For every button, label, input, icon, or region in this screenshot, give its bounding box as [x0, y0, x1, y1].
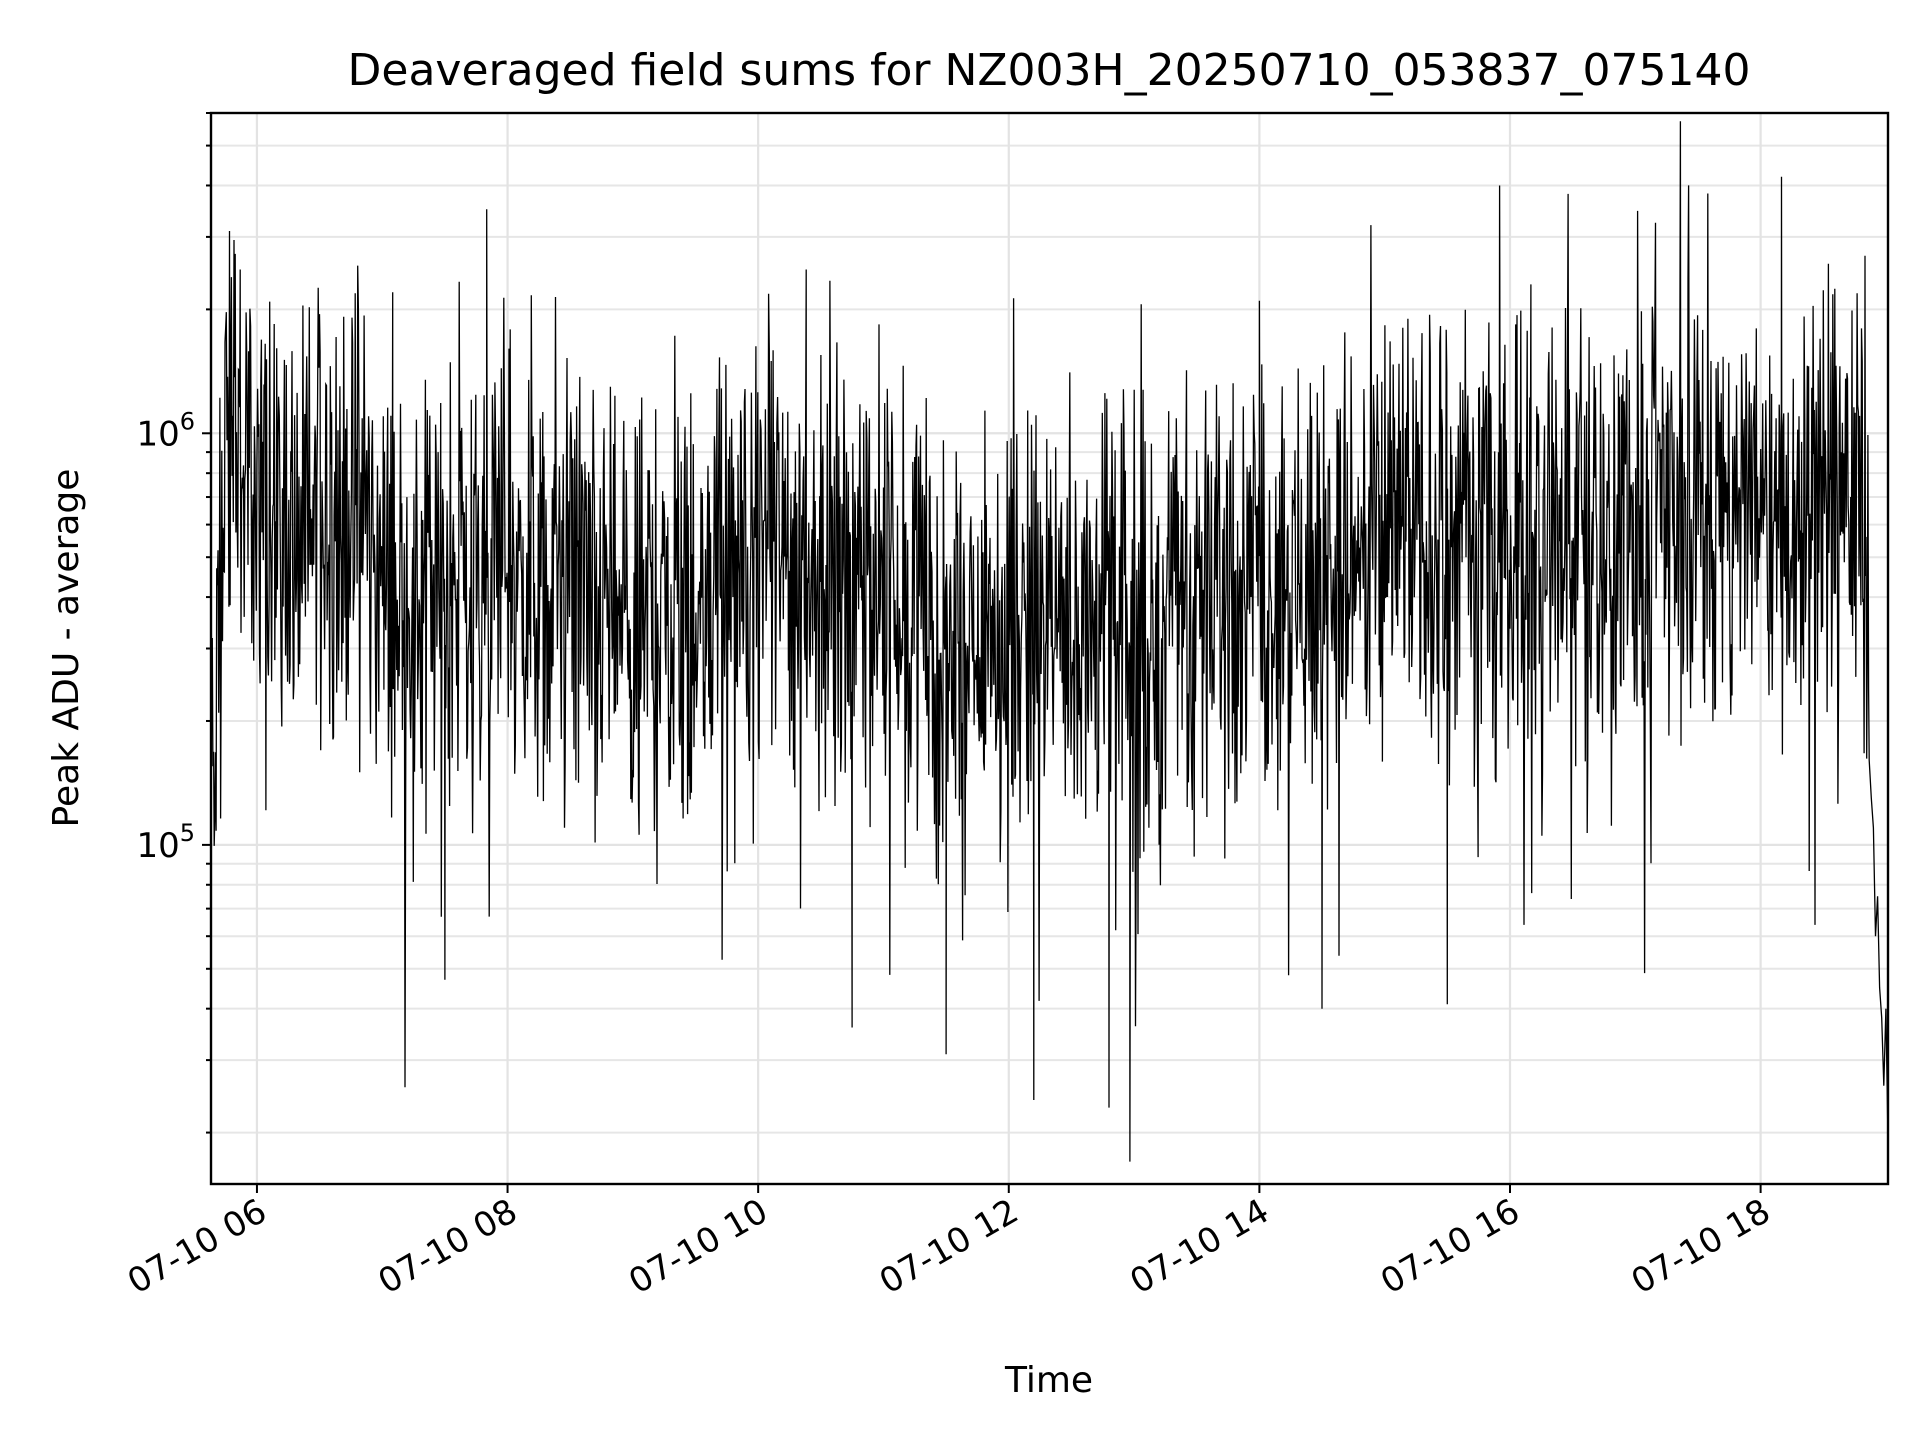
x-axis-label: Time	[1004, 1360, 1093, 1401]
series-layer	[210, 121, 1889, 1162]
y-tick-label: 106	[136, 407, 195, 454]
chart-title: Deaveraged field sums for NZ003H_2025071…	[348, 45, 1751, 96]
y-axis-label: Peak ADU - average	[46, 469, 87, 828]
data-series-line	[210, 121, 1889, 1162]
y-axis: 105 106	[136, 112, 211, 1134]
y-tick-label: 105	[136, 819, 195, 866]
